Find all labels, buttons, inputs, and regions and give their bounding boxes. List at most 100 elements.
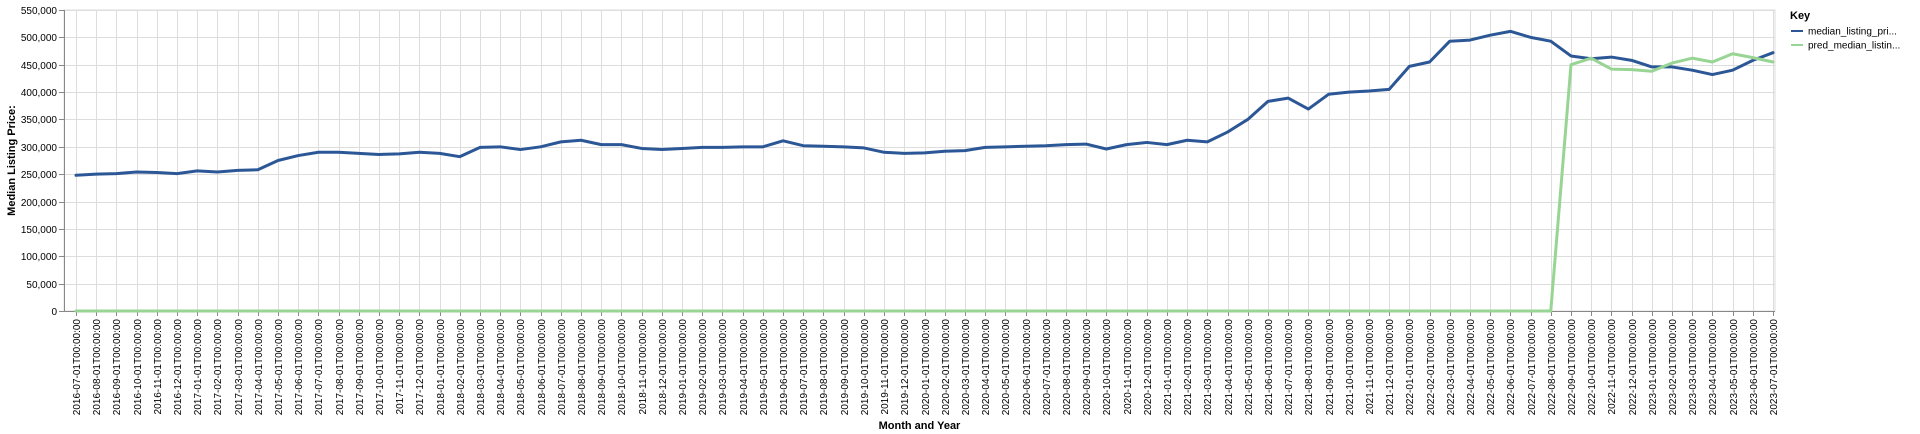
- x-tick-label: 2022-08-01T00:00:00: [1547, 319, 1558, 416]
- y-tick-label: 350,000: [21, 115, 58, 126]
- x-tick-label: 2017-07-01T00:00:00: [314, 319, 325, 416]
- x-tick-label: 2017-01-01T00:00:00: [193, 319, 204, 416]
- x-tick-label: 2023-04-01T00:00:00: [1708, 319, 1719, 416]
- y-axis: 0 50,000 100,000 150,000 200,000 250,000 300,0…: [21, 6, 65, 318]
- x-tick-label: 2018-04-01T00:00:00: [496, 319, 507, 416]
- x-tick-label: 2017-05-01T00:00:00: [274, 319, 285, 416]
- x-tick-label: 2018-03-01T00:00:00: [476, 319, 487, 416]
- x-tick-label: 2019-02-01T00:00:00: [698, 319, 709, 416]
- x-tick-label: 2019-12-01T00:00:00: [900, 319, 911, 416]
- x-tick-label: 2022-03-01T00:00:00: [1446, 319, 1457, 416]
- x-tick-label: 2020-05-01T00:00:00: [1001, 319, 1012, 416]
- x-tick-label: 2020-08-01T00:00:00: [1062, 319, 1073, 416]
- x-tick-label: 2022-07-01T00:00:00: [1527, 319, 1538, 416]
- x-tick-label: 2017-09-01T00:00:00: [355, 319, 366, 416]
- y-tick-label: 250,000: [21, 170, 58, 181]
- legend-label-0: median_listing_pri...: [1808, 27, 1897, 38]
- x-tick-label: 2016-10-01T00:00:00: [133, 319, 144, 416]
- x-tick-label: 2020-06-01T00:00:00: [1022, 319, 1033, 416]
- x-tick-label: 2021-04-01T00:00:00: [1224, 319, 1235, 416]
- x-tick-label: 2019-05-01T00:00:00: [759, 319, 770, 416]
- legend-label-1: pred_median_listin...: [1808, 41, 1900, 52]
- x-tick-label: 2019-10-01T00:00:00: [860, 319, 871, 416]
- x-tick-label: 2017-03-01T00:00:00: [234, 319, 245, 416]
- x-tick-label: 2023-05-01T00:00:00: [1729, 319, 1740, 416]
- y-tick-label: 50,000: [26, 280, 57, 291]
- series-line-1: [74, 52, 1775, 313]
- y-tick-label: 450,000: [21, 61, 58, 72]
- x-tick-label: 2018-12-01T00:00:00: [658, 319, 669, 416]
- x-tick-label: 2021-09-01T00:00:00: [1325, 319, 1336, 416]
- x-tick-label: 2018-09-01T00:00:00: [597, 319, 608, 416]
- x-tick-label: 2023-01-01T00:00:00: [1648, 319, 1659, 416]
- x-tick-label: 2016-12-01T00:00:00: [173, 319, 184, 416]
- x-tick-label: 2018-11-01T00:00:00: [638, 319, 649, 415]
- x-tick-label: 2016-08-01T00:00:00: [92, 319, 103, 416]
- x-tick-label: 2017-10-01T00:00:00: [375, 319, 386, 416]
- x-tick-label: 2021-06-01T00:00:00: [1264, 319, 1275, 416]
- y-tick-label: 0: [51, 307, 57, 318]
- x-axis: 2016-07-01T00:00:00 2016-08-01T00:00:00 20…: [64, 311, 1780, 415]
- x-tick-label: 2022-09-01T00:00:00: [1567, 319, 1578, 416]
- x-tick-label: 2017-12-01T00:00:00: [415, 319, 426, 416]
- x-tick-label: 2022-01-01T00:00:00: [1405, 319, 1416, 416]
- y-tick-label: 100,000: [21, 252, 58, 263]
- x-tick-label: 2021-01-01T00:00:00: [1163, 319, 1174, 416]
- y-tick-label: 300,000: [21, 143, 58, 154]
- x-tick-label: 2020-11-01T00:00:00: [1123, 319, 1134, 415]
- x-tick-label: 2021-11-01T00:00:00: [1365, 319, 1376, 415]
- x-tick-label: 2023-02-01T00:00:00: [1668, 319, 1679, 416]
- x-tick-label: 2017-08-01T00:00:00: [335, 319, 346, 416]
- x-tick-label: 2016-07-01T00:00:00: [72, 319, 83, 416]
- x-tick-label: 2017-11-01T00:00:00: [395, 319, 406, 415]
- x-tick-label: 2019-03-01T00:00:00: [718, 319, 729, 416]
- y-tick-label: 550,000: [21, 6, 58, 17]
- x-tick-label: 2022-12-01T00:00:00: [1628, 319, 1639, 416]
- x-tick-label: 2017-04-01T00:00:00: [254, 319, 265, 416]
- x-tick-label: 2019-11-01T00:00:00: [880, 319, 891, 415]
- x-tick-label: 2020-09-01T00:00:00: [1082, 319, 1093, 416]
- x-tick-label: 2022-02-01T00:00:00: [1426, 319, 1437, 416]
- y-tick-label: 200,000: [21, 198, 58, 209]
- x-tick-label: 2016-11-01T00:00:00: [153, 319, 164, 415]
- gridlines: [63, 9, 1776, 312]
- legend-title: Key: [1790, 10, 1811, 22]
- plot-frame: [63, 9, 1776, 312]
- x-tick-label: 2020-02-01T00:00:00: [941, 319, 952, 416]
- x-tick-label: 2022-10-01T00:00:00: [1587, 319, 1598, 416]
- y-tick-label: 400,000: [21, 88, 58, 99]
- series-line-0: [74, 29, 1775, 177]
- y-axis-title: Median Listing Price:: [6, 105, 18, 216]
- x-tick-label: 2021-12-01T00:00:00: [1385, 319, 1396, 416]
- x-tick-label: 2019-07-01T00:00:00: [799, 319, 810, 416]
- x-tick-label: 2020-03-01T00:00:00: [961, 319, 972, 416]
- data-series: [74, 29, 1775, 313]
- x-tick-label: 2018-05-01T00:00:00: [516, 319, 527, 416]
- x-tick-label: 2023-03-01T00:00:00: [1688, 319, 1699, 416]
- legend: Key median_listing_pri... pred_median_lis…: [1790, 10, 1900, 52]
- x-tick-label: 2021-05-01T00:00:00: [1244, 319, 1255, 416]
- x-tick-label: 2018-08-01T00:00:00: [577, 319, 588, 416]
- x-tick-label: 2019-06-01T00:00:00: [779, 319, 790, 416]
- x-tick-label: 2019-08-01T00:00:00: [819, 319, 830, 416]
- x-tick-label: 2018-07-01T00:00:00: [557, 319, 568, 416]
- y-tick-label: 500,000: [21, 33, 58, 44]
- x-tick-label: 2021-08-01T00:00:00: [1304, 319, 1315, 416]
- x-tick-label: 2016-09-01T00:00:00: [112, 319, 123, 416]
- x-tick-label: 2020-07-01T00:00:00: [1042, 319, 1053, 416]
- x-tick-label: 2021-02-01T00:00:00: [1183, 319, 1194, 416]
- x-tick-label: 2020-01-01T00:00:00: [921, 319, 932, 416]
- x-tick-label: 2019-04-01T00:00:00: [739, 319, 750, 416]
- y-tick-label: 150,000: [21, 225, 58, 236]
- x-tick-label: 2020-12-01T00:00:00: [1143, 319, 1154, 416]
- x-tick-label: 2018-01-01T00:00:00: [436, 319, 447, 416]
- x-tick-label: 2021-10-01T00:00:00: [1345, 319, 1356, 416]
- x-axis-title: Month and Year: [879, 420, 961, 432]
- x-tick-label: 2018-02-01T00:00:00: [456, 319, 467, 416]
- x-tick-label: 2017-06-01T00:00:00: [294, 319, 305, 416]
- x-tick-label: 2018-10-01T00:00:00: [617, 319, 628, 416]
- x-tick-label: 2022-05-01T00:00:00: [1486, 319, 1497, 416]
- x-tick-label: 2020-10-01T00:00:00: [1102, 319, 1113, 416]
- x-tick-label: 2023-07-01T00:00:00: [1769, 319, 1780, 416]
